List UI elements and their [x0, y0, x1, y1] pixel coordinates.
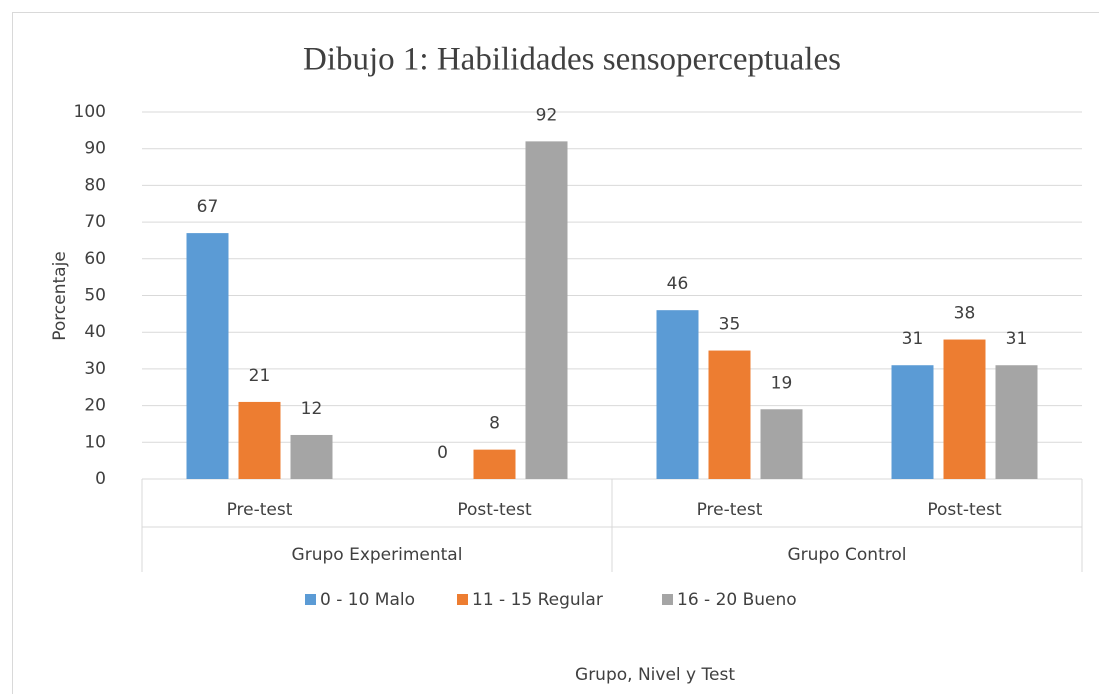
bar — [760, 409, 803, 479]
bar — [708, 350, 751, 479]
data-label: 92 — [536, 105, 558, 125]
bar — [473, 449, 516, 479]
data-label: 8 — [489, 414, 500, 434]
y-tick-label: 30 — [84, 359, 106, 379]
y-tick-label: 10 — [84, 432, 106, 452]
data-label: 21 — [249, 366, 271, 386]
group-label: Grupo Control — [788, 545, 907, 565]
legend-swatch — [305, 594, 316, 605]
bar — [238, 401, 281, 479]
legend-swatch — [457, 594, 468, 605]
y-tick-label: 60 — [84, 249, 106, 269]
data-label: 46 — [667, 274, 689, 294]
bar — [656, 310, 699, 479]
data-label: 38 — [954, 304, 976, 324]
data-label: 67 — [197, 197, 219, 217]
y-tick-label: 70 — [84, 212, 106, 232]
bar — [525, 141, 568, 480]
y-axis-title: Porcentaje — [50, 251, 70, 341]
y-tick-label: 80 — [84, 175, 106, 195]
data-label: 35 — [719, 315, 741, 335]
bar — [995, 365, 1038, 479]
chart-title: Dibujo 1: Habilidades sensoperceptuales — [303, 42, 841, 78]
legend-label: 11 - 15 Regular — [472, 590, 603, 610]
y-tick-label: 40 — [84, 322, 106, 342]
y-tick-label: 20 — [84, 396, 106, 416]
data-label: 31 — [1006, 329, 1028, 349]
legend-label: 0 - 10 Malo — [320, 590, 415, 610]
bar — [290, 434, 333, 479]
data-label: 0 — [437, 443, 448, 463]
legend-label: 16 - 20 Bueno — [677, 590, 797, 610]
x-tick-label: Post-test — [927, 500, 1002, 520]
x-tick-label: Post-test — [457, 500, 532, 520]
group-label: Grupo Experimental — [292, 545, 463, 565]
x-tick-label: Pre-test — [697, 500, 763, 520]
legend-swatch — [662, 594, 673, 605]
data-label: 12 — [301, 399, 323, 419]
bar — [943, 339, 986, 479]
bar — [186, 233, 229, 479]
y-tick-label: 0 — [95, 469, 106, 489]
data-label: 19 — [771, 373, 793, 393]
x-axis-title: Grupo, Nivel y Test — [575, 665, 735, 685]
x-tick-label: Pre-test — [227, 500, 293, 520]
y-tick-label: 100 — [74, 102, 106, 122]
y-tick-label: 50 — [84, 286, 106, 306]
bar — [891, 365, 934, 479]
y-tick-label: 90 — [84, 139, 106, 159]
data-label: 31 — [902, 329, 924, 349]
